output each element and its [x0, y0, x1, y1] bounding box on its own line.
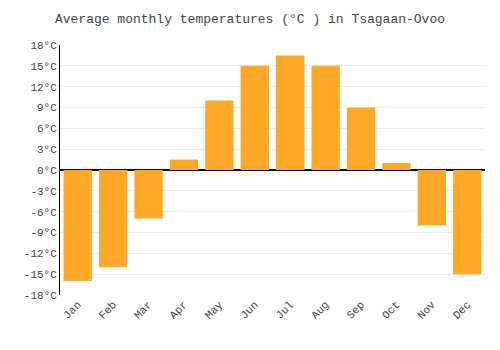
svg-text:May: May	[203, 299, 226, 322]
svg-text:Nov: Nov	[415, 299, 438, 322]
svg-text:Jan: Jan	[61, 299, 83, 321]
svg-text:Jun: Jun	[238, 299, 260, 321]
svg-text:-9°C: -9°C	[30, 227, 57, 239]
svg-text:Sep: Sep	[345, 299, 367, 321]
svg-text:15°C: 15°C	[30, 61, 57, 73]
svg-text:Aug: Aug	[309, 299, 331, 321]
svg-text:Oct: Oct	[380, 299, 402, 321]
svg-text:Average monthly temperatures (: Average monthly temperatures (°C ) in Ts…	[55, 12, 445, 27]
svg-text:12°C: 12°C	[30, 82, 57, 94]
svg-text:18°C: 18°C	[30, 40, 57, 52]
svg-text:-6°C: -6°C	[30, 207, 57, 219]
svg-text:6°C: 6°C	[37, 123, 57, 135]
svg-text:Mar: Mar	[132, 299, 154, 321]
svg-text:Feb: Feb	[97, 299, 119, 321]
svg-text:3°C: 3°C	[37, 144, 57, 156]
svg-text:-18°C: -18°C	[24, 290, 57, 302]
svg-text:0°C: 0°C	[37, 165, 57, 177]
svg-text:-3°C: -3°C	[30, 186, 57, 198]
svg-text:-15°C: -15°C	[24, 269, 57, 281]
svg-text:9°C: 9°C	[37, 102, 57, 114]
svg-text:-12°C: -12°C	[24, 248, 57, 260]
svg-text:Dec: Dec	[451, 299, 473, 321]
svg-text:Jul: Jul	[274, 299, 296, 321]
svg-text:Apr: Apr	[167, 299, 189, 321]
